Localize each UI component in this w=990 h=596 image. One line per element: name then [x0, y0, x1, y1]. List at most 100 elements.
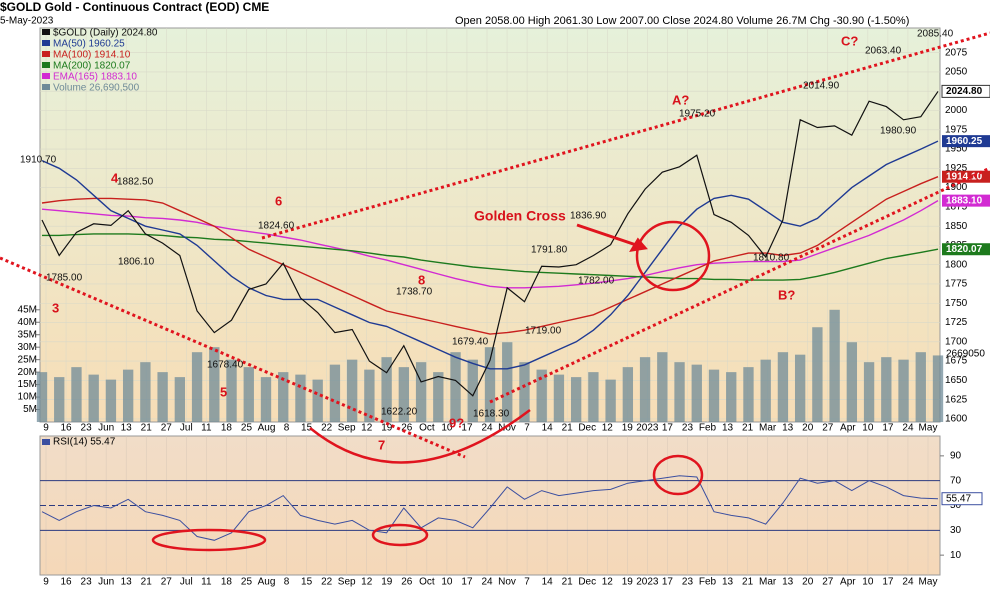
- legend-swatch: [42, 29, 50, 35]
- price-annotation: 2085.40: [917, 29, 954, 40]
- x-tick-label: 7: [524, 423, 530, 434]
- wave-label: 4: [111, 170, 119, 185]
- x-tick-label: 25: [241, 423, 253, 434]
- wave-label: 9?: [449, 415, 464, 430]
- x-tick-label: 20: [802, 423, 814, 434]
- price-annotation: 1622.20: [381, 407, 418, 418]
- x-tick-label: 2023: [636, 423, 659, 434]
- x-tick-label: 9: [43, 577, 49, 588]
- x-tick-label: 24: [902, 577, 914, 588]
- y-tick-label: 1675: [945, 356, 968, 367]
- y-tick-label: 1975: [945, 124, 968, 135]
- x-tick-label: Oct: [419, 577, 435, 588]
- rsi-tag: 55.47: [946, 493, 971, 504]
- volume-bar: [932, 355, 944, 422]
- volume-bar: [226, 359, 237, 422]
- ma-line: [41, 140, 939, 370]
- x-tick-label: 13: [121, 423, 133, 434]
- wave-label: 8: [418, 272, 425, 287]
- x-tick-label: 13: [782, 577, 794, 588]
- price-tag-box: [942, 243, 990, 256]
- y-tick-label: 2050: [945, 67, 968, 78]
- volume-bar: [519, 362, 530, 422]
- legend-swatch: [42, 439, 50, 445]
- x-tick-label: Feb: [699, 577, 717, 588]
- volume-bar: [415, 362, 427, 422]
- volume-tick-label: 40M: [18, 317, 37, 328]
- arrow: [576, 223, 646, 250]
- circle: [652, 454, 704, 496]
- volume-bar: [553, 374, 565, 422]
- x-tick-label: 20: [802, 577, 814, 588]
- volume-bar: [898, 359, 909, 422]
- x-tick-label: 17: [662, 577, 674, 588]
- x-tick-label: 23: [81, 577, 93, 588]
- rsi-tick-label: 10: [950, 550, 962, 561]
- volume-bar: [191, 352, 203, 422]
- x-tick-label: 10: [441, 577, 453, 588]
- circle: [371, 523, 429, 547]
- x-tick-label: Sep: [338, 577, 356, 588]
- x-tick-label: 19: [622, 577, 634, 588]
- price-annotation: 2014.90: [803, 81, 840, 92]
- y-tick-label: 1925: [945, 163, 968, 174]
- x-tick-label: 13: [722, 577, 734, 588]
- rsi-legend: RSI(14) 55.47: [53, 437, 116, 448]
- volume-bar: [467, 359, 478, 422]
- y-tick-label: 1600: [945, 414, 968, 425]
- title: $GOLD Gold - Continuous Contract (EOD) C…: [0, 0, 269, 14]
- x-tick-label: 27: [822, 577, 834, 588]
- volume-bar: [708, 369, 720, 422]
- y-tick-label: 1625: [945, 394, 968, 405]
- x-tick-label: 24: [481, 577, 493, 588]
- y-tick-label: 1800: [945, 259, 968, 270]
- x-tick-label: 12: [602, 423, 614, 434]
- x-tick-label: Oct: [419, 423, 435, 434]
- x-tick-label: 25: [241, 577, 253, 588]
- volume-bar: [381, 357, 392, 422]
- ma-line: [42, 233, 939, 281]
- arc: [309, 409, 531, 464]
- x-tick-label: 17: [461, 577, 473, 588]
- price-line: [41, 91, 939, 397]
- x-tick-label: 22: [321, 423, 333, 434]
- volume-tick-label: 35M: [18, 329, 37, 340]
- x-tick-label: 2023: [636, 577, 659, 588]
- volume-bar: [794, 354, 806, 422]
- volume-tick-label: 20M: [18, 367, 37, 378]
- volume-bar: [450, 352, 461, 422]
- volume-bar: [260, 377, 272, 422]
- x-tick-label: 21: [742, 577, 754, 588]
- volume-bar: [881, 357, 892, 422]
- price-tag-box: [942, 170, 990, 183]
- x-tick-label: 17: [461, 423, 473, 434]
- rsi-tick-label: 90: [950, 450, 962, 461]
- x-tick-label: 13: [722, 423, 734, 434]
- y-tick-label: 2000: [945, 105, 968, 116]
- x-tick-label: 15: [301, 577, 313, 588]
- volume-bar: [157, 372, 168, 422]
- price-annotation: 1678.40: [207, 360, 244, 371]
- price-annotation: 1791.80: [531, 245, 568, 256]
- volume-bar: [726, 372, 737, 422]
- volume-bar: [364, 369, 375, 422]
- x-tick-label: Mar: [759, 423, 777, 434]
- volume-bar: [278, 372, 289, 422]
- legend-label: Volume 26,690,500: [53, 83, 140, 94]
- volume-bar: [312, 379, 323, 422]
- volume-bar: [760, 359, 771, 422]
- price-annotation: 1824.60: [258, 221, 295, 232]
- x-tick-label: 21: [562, 577, 574, 588]
- volume-tag: 2669050: [946, 349, 985, 360]
- x-tick-label: 21: [562, 423, 574, 434]
- x-tick-label: 16: [60, 423, 72, 434]
- price-annotation: 1836.90: [570, 211, 607, 222]
- x-tick-label: 16: [60, 577, 72, 588]
- x-tick-label: 9: [43, 423, 49, 434]
- circle: [151, 528, 267, 552]
- y-tick-label: 1950: [945, 144, 968, 155]
- volume-bar: [174, 377, 186, 422]
- arrow-head: [629, 237, 648, 252]
- price-tag: 1960.25: [946, 136, 983, 147]
